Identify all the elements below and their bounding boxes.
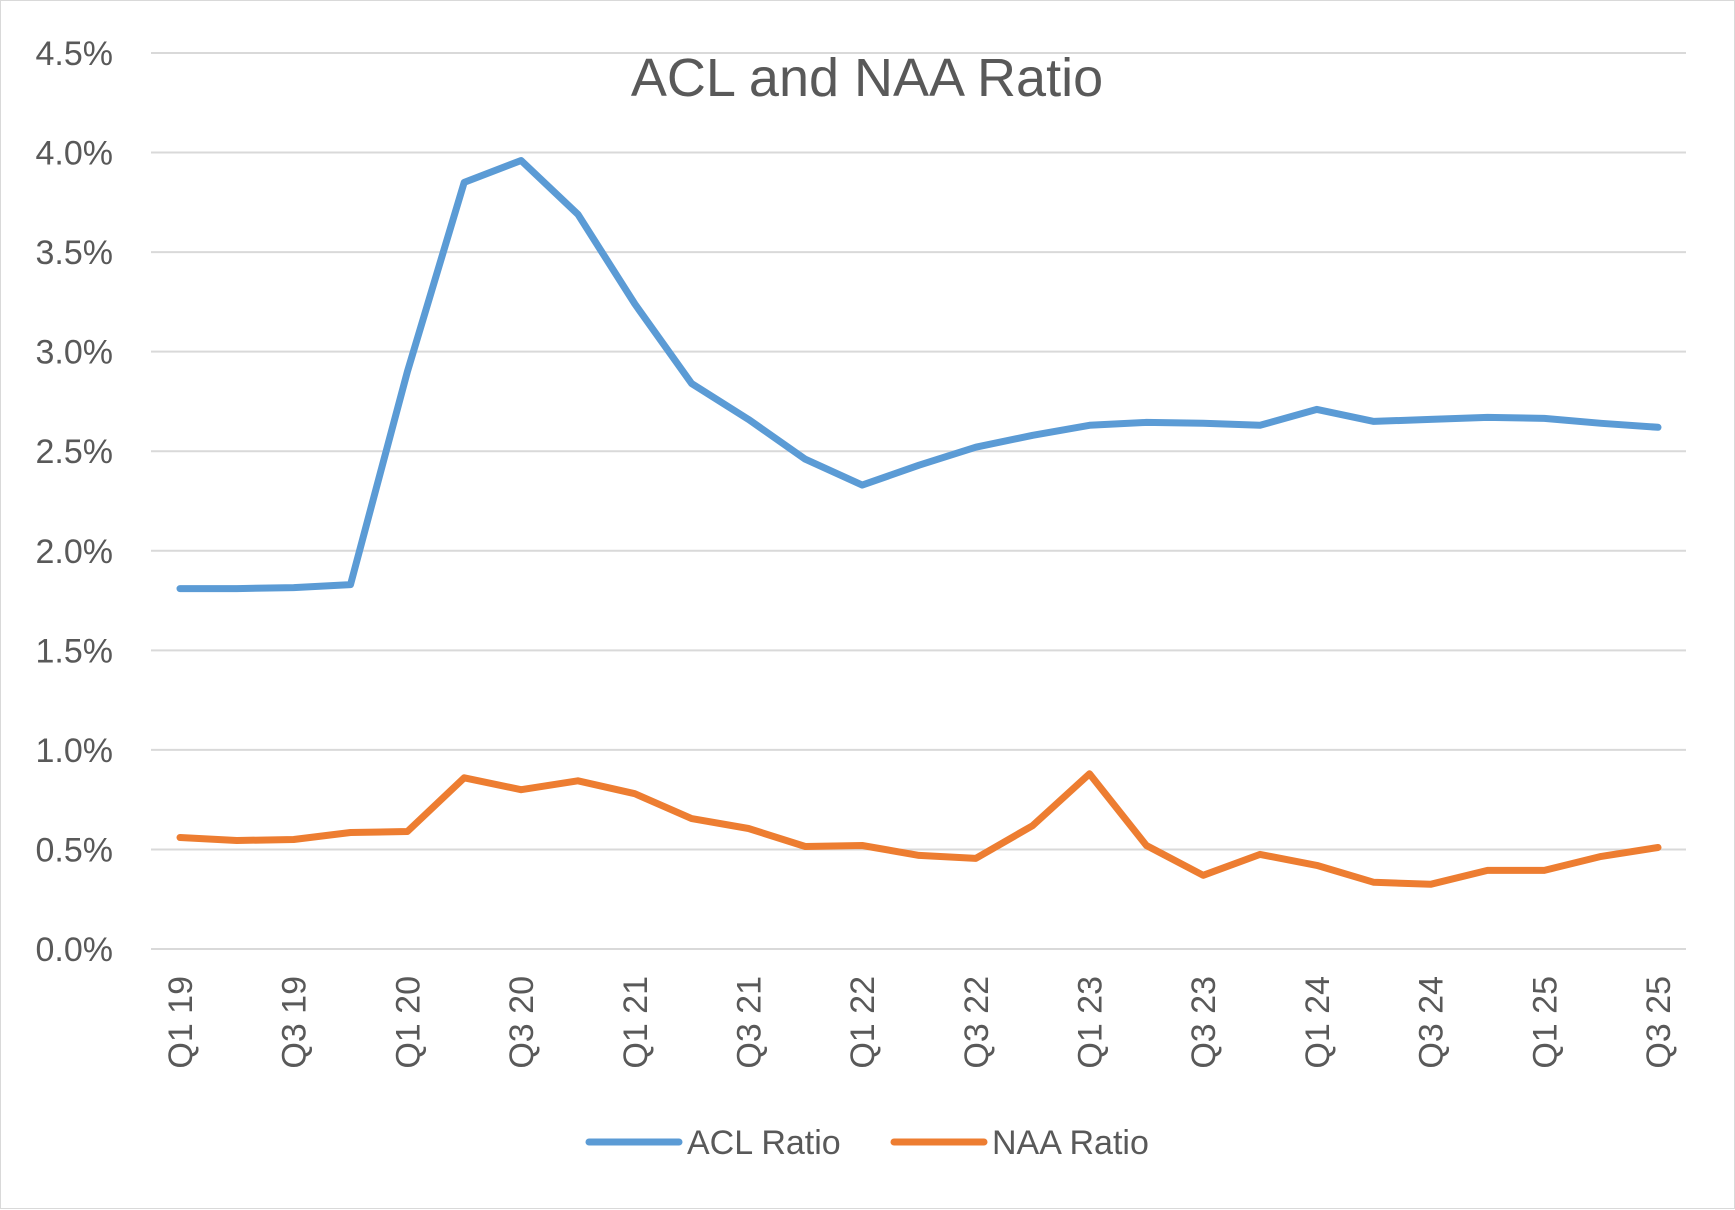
- x-tick-label: Q3 23: [1185, 976, 1223, 1069]
- y-tick-label: 2.5%: [36, 433, 114, 471]
- series-lines: [176, 157, 1662, 888]
- x-tick-label: Q3 20: [503, 976, 541, 1069]
- y-tick-label: 3.5%: [36, 234, 114, 272]
- x-tick-label: Q1 23: [1072, 976, 1110, 1069]
- chart-title: ACL and NAA Ratio: [631, 48, 1103, 108]
- x-tick-label: Q3 25: [1640, 976, 1678, 1069]
- y-tick-label: 4.5%: [36, 35, 114, 73]
- x-tick-label: Q1 19: [162, 976, 200, 1069]
- legend-label-naa-ratio: NAA Ratio: [992, 1124, 1149, 1162]
- x-tick-label: Q3 21: [730, 976, 768, 1069]
- x-tick-label: Q3 24: [1413, 976, 1451, 1069]
- x-tick-label: Q1 22: [844, 976, 882, 1069]
- x-tick-label: Q3 22: [958, 976, 996, 1069]
- legend-label-acl-ratio: ACL Ratio: [687, 1124, 841, 1162]
- x-tick-label: Q1 20: [389, 976, 427, 1069]
- x-axis-ticks: Q1 19 Q3 19 Q1 20 Q3 20 Q1 21 Q3 21 Q1 22 Q3 22…: [162, 976, 1678, 1069]
- y-tick-label: 3.0%: [36, 334, 114, 372]
- y-tick-label: 0.5%: [36, 831, 114, 869]
- x-tick-label: Q1 25: [1526, 976, 1564, 1069]
- y-tick-label: 1.5%: [36, 632, 114, 670]
- gridlines: [151, 52, 1686, 950]
- y-tick-label: 1.0%: [36, 732, 114, 770]
- acl-ratio-line: [176, 157, 1662, 593]
- y-tick-label: 2.0%: [36, 533, 114, 571]
- x-tick-label: Q1 21: [617, 976, 655, 1069]
- y-tick-label: 0.0%: [36, 931, 114, 969]
- naa-ratio-line: [176, 770, 1662, 888]
- legend: ACL Ratio NAA Ratio: [585, 1124, 1149, 1162]
- y-tick-label: 4.0%: [36, 135, 114, 173]
- x-tick-label: Q3 19: [276, 976, 314, 1069]
- x-tick-label: Q1 24: [1299, 976, 1337, 1069]
- y-axis-ticks: 0.0% 0.5% 1.0% 1.5% 2.0% 2.5% 3.0% 3.5% 4.0% 4.5%: [36, 35, 114, 969]
